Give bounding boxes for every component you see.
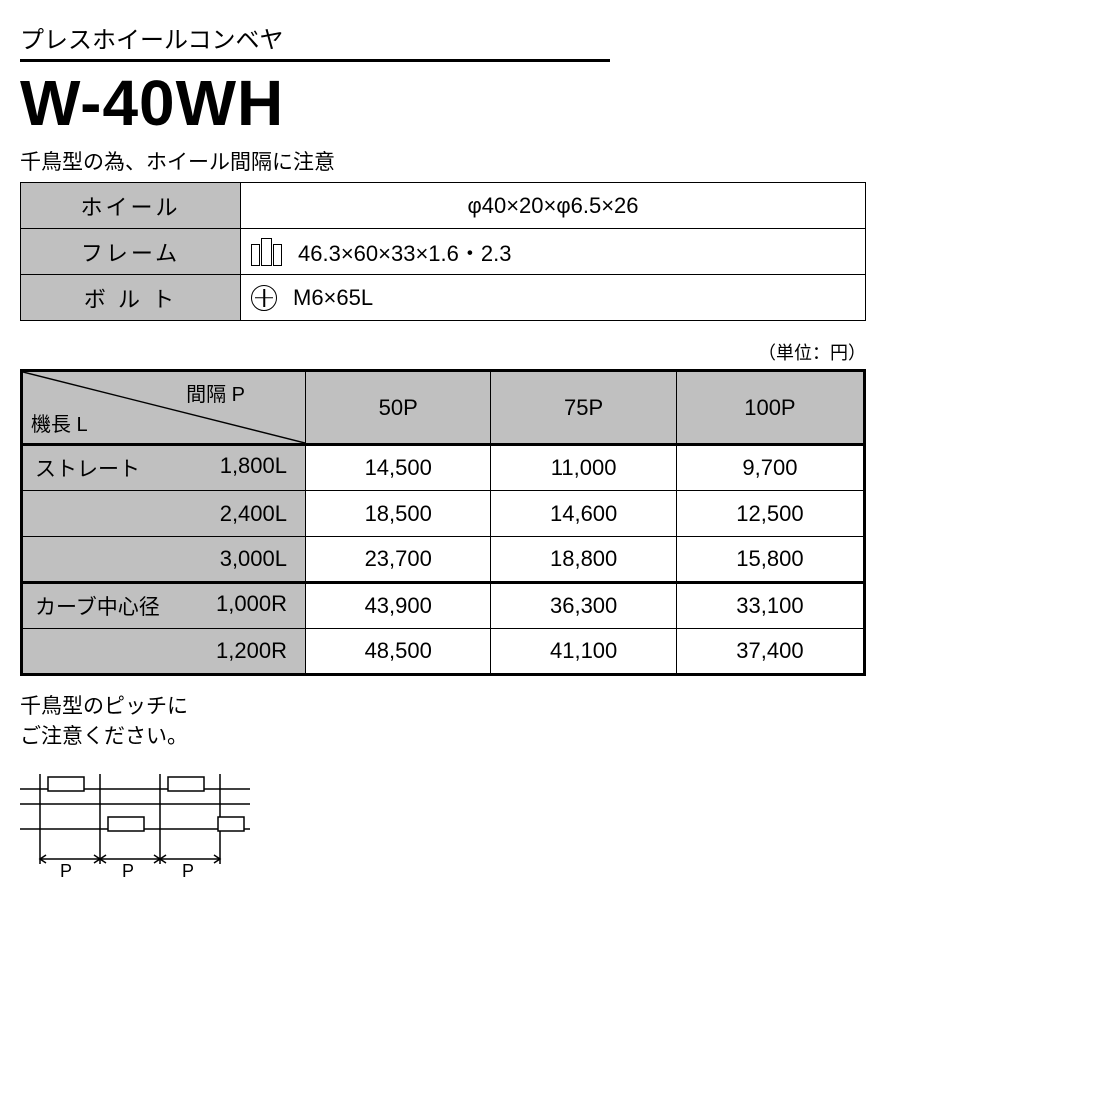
row-label: 2,400L xyxy=(22,491,306,537)
pitch-note: 千鳥型のピッチに ご注意ください。 xyxy=(20,692,1080,753)
col-header: 75P xyxy=(491,371,676,445)
category-title: プレスホイールコンベヤ xyxy=(20,20,610,62)
spec-table: ホイール φ40×20×φ6.5×26 フレーム 46.3×60×33×1.6・… xyxy=(20,182,866,321)
price-cell: 23,700 xyxy=(306,537,491,583)
row-label: ストレート 1,800L xyxy=(22,445,306,491)
spec-value: M6×65L xyxy=(293,285,373,311)
spec-label: ボ ル ト xyxy=(21,275,241,321)
group-name: カーブ中心径 xyxy=(35,591,160,621)
price-cell: 41,100 xyxy=(491,629,676,675)
spec-value-cell: φ40×20×φ6.5×26 xyxy=(241,183,866,229)
model-number: W-40WH xyxy=(20,66,1080,140)
price-cell: 14,600 xyxy=(491,491,676,537)
table-row: ストレート 1,800L 14,500 11,000 9,700 xyxy=(22,445,865,491)
bolt-icon xyxy=(251,285,277,311)
row-label: カーブ中心径 1,000R xyxy=(22,583,306,629)
length-value: 3,000L xyxy=(220,546,287,572)
pitch-note-line: 千鳥型のピッチに xyxy=(20,695,188,718)
price-cell: 11,000 xyxy=(491,445,676,491)
price-cell: 36,300 xyxy=(491,583,676,629)
price-table: 間隔 P 機長 L 50P 75P 100P ストレート 1,800L 14,5… xyxy=(20,369,866,676)
length-value: 1,200R xyxy=(216,638,287,664)
col-header: 50P xyxy=(306,371,491,445)
price-cell: 48,500 xyxy=(306,629,491,675)
spec-value-cell: 46.3×60×33×1.6・2.3 xyxy=(241,229,866,275)
table-row: 1,200R 48,500 41,100 37,400 xyxy=(22,629,865,675)
price-cell: 12,500 xyxy=(676,491,864,537)
frame-icon xyxy=(251,238,282,266)
pitch-label: P xyxy=(182,861,194,879)
spec-row-wheel: ホイール φ40×20×φ6.5×26 xyxy=(21,183,866,229)
unit-note: （単位：円） xyxy=(20,339,866,365)
spec-value-cell: M6×65L xyxy=(241,275,866,321)
table-row: 3,000L 23,700 18,800 15,800 xyxy=(22,537,865,583)
price-cell: 9,700 xyxy=(676,445,864,491)
spec-label: フレーム xyxy=(21,229,241,275)
group-name: ストレート xyxy=(35,453,140,483)
price-cell: 18,500 xyxy=(306,491,491,537)
header-interval: 間隔 P xyxy=(186,378,245,407)
table-row: 2,400L 18,500 14,600 12,500 xyxy=(22,491,865,537)
pitch-diagram: P P P xyxy=(20,759,250,884)
pitch-label: P xyxy=(60,861,72,879)
spec-value: φ40×20×φ6.5×26 xyxy=(251,193,855,219)
col-header: 100P xyxy=(676,371,864,445)
length-value: 1,800L xyxy=(220,453,287,483)
spec-row-bolt: ボ ル ト M6×65L xyxy=(21,275,866,321)
pitch-label: P xyxy=(122,861,134,879)
length-value: 2,400L xyxy=(220,501,287,527)
price-cell: 43,900 xyxy=(306,583,491,629)
spec-label: ホイール xyxy=(21,183,241,229)
row-label: 1,200R xyxy=(22,629,306,675)
price-cell: 15,800 xyxy=(676,537,864,583)
table-row: カーブ中心径 1,000R 43,900 36,300 33,100 xyxy=(22,583,865,629)
spec-row-frame: フレーム 46.3×60×33×1.6・2.3 xyxy=(21,229,866,275)
diagonal-header: 間隔 P 機長 L xyxy=(22,371,306,445)
subtitle-note: 千鳥型の為、ホイール間隔に注意 xyxy=(20,146,1080,176)
pitch-note-line: ご注意ください。 xyxy=(20,725,188,748)
spec-value: 46.3×60×33×1.6・2.3 xyxy=(298,236,511,268)
price-cell: 18,800 xyxy=(491,537,676,583)
price-cell: 37,400 xyxy=(676,629,864,675)
length-value: 1,000R xyxy=(216,591,287,621)
header-length: 機長 L xyxy=(31,408,88,437)
price-cell: 14,500 xyxy=(306,445,491,491)
row-label: 3,000L xyxy=(22,537,306,583)
price-cell: 33,100 xyxy=(676,583,864,629)
